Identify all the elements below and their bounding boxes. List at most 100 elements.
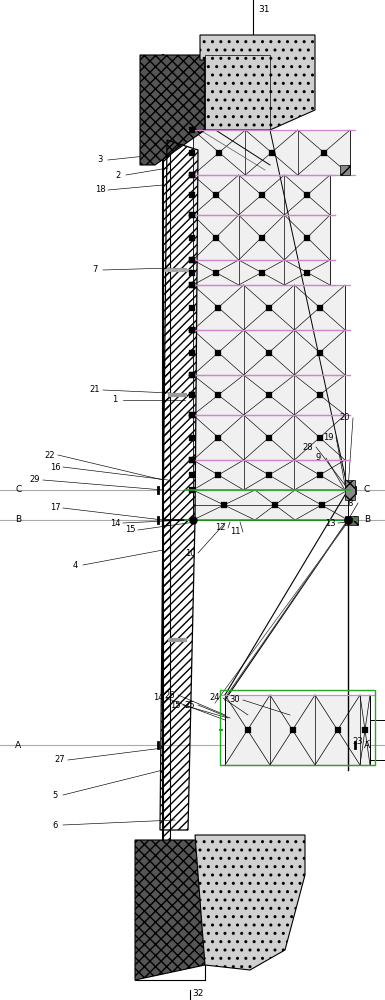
- Text: 19: 19: [323, 432, 333, 442]
- Bar: [370, 720, 385, 760]
- Text: 12: 12: [215, 524, 225, 532]
- Bar: [189, 172, 195, 178]
- Bar: [189, 257, 195, 263]
- Bar: [215, 434, 221, 440]
- Bar: [321, 149, 327, 155]
- Polygon shape: [345, 516, 358, 525]
- Bar: [272, 502, 278, 508]
- Bar: [189, 472, 195, 478]
- Text: 24: 24: [210, 694, 220, 702]
- Bar: [216, 149, 222, 155]
- Bar: [290, 727, 296, 733]
- Text: 23: 23: [353, 738, 363, 746]
- Bar: [266, 350, 272, 356]
- Text: 26: 26: [165, 690, 175, 700]
- Bar: [189, 212, 195, 218]
- Text: 28: 28: [303, 442, 313, 452]
- Bar: [225, 695, 370, 765]
- Bar: [189, 257, 195, 263]
- Bar: [317, 350, 323, 356]
- Bar: [266, 392, 272, 398]
- Text: 18: 18: [95, 186, 105, 194]
- Bar: [189, 457, 195, 463]
- Bar: [193, 415, 345, 460]
- Bar: [213, 192, 219, 198]
- Bar: [189, 372, 195, 378]
- Text: 3: 3: [97, 155, 103, 164]
- Text: 27: 27: [55, 756, 65, 764]
- Bar: [335, 727, 340, 733]
- Bar: [189, 350, 195, 356]
- Bar: [193, 375, 345, 415]
- Text: 30: 30: [230, 696, 240, 704]
- Text: 16: 16: [50, 462, 60, 472]
- Text: 15: 15: [170, 700, 180, 710]
- Text: 4: 4: [72, 560, 78, 570]
- Polygon shape: [195, 835, 305, 970]
- Bar: [215, 304, 221, 310]
- Bar: [193, 175, 330, 215]
- Polygon shape: [345, 480, 355, 500]
- Bar: [189, 327, 195, 333]
- Bar: [189, 269, 195, 275]
- Bar: [258, 269, 264, 275]
- Text: 21: 21: [90, 385, 100, 394]
- Text: B: B: [15, 516, 21, 524]
- Bar: [189, 149, 195, 155]
- Bar: [189, 487, 195, 493]
- Bar: [268, 149, 275, 155]
- Text: 14: 14: [110, 518, 120, 528]
- Bar: [193, 330, 345, 375]
- Bar: [193, 285, 345, 330]
- Bar: [304, 269, 310, 275]
- Bar: [362, 727, 368, 733]
- Bar: [213, 234, 219, 240]
- Bar: [189, 172, 195, 178]
- Text: 9: 9: [315, 454, 321, 462]
- Bar: [215, 392, 221, 398]
- Polygon shape: [200, 35, 315, 130]
- Text: 22: 22: [45, 450, 55, 460]
- Polygon shape: [340, 165, 350, 175]
- Bar: [189, 327, 195, 333]
- Text: 7: 7: [92, 265, 98, 274]
- Bar: [189, 412, 195, 418]
- Text: 32: 32: [192, 988, 203, 998]
- Bar: [317, 304, 323, 310]
- Bar: [189, 304, 195, 310]
- Bar: [220, 690, 375, 765]
- Bar: [317, 392, 323, 398]
- Bar: [258, 192, 264, 198]
- Text: A: A: [364, 740, 370, 750]
- Text: 20: 20: [340, 414, 350, 422]
- Bar: [193, 260, 330, 285]
- Bar: [318, 502, 325, 508]
- Bar: [317, 472, 323, 478]
- Text: 17: 17: [50, 504, 60, 512]
- Bar: [215, 472, 221, 478]
- Bar: [266, 472, 272, 478]
- Bar: [189, 192, 195, 198]
- Bar: [215, 350, 221, 356]
- Text: 15: 15: [125, 526, 135, 534]
- Text: A: A: [15, 740, 21, 750]
- Bar: [244, 727, 251, 733]
- Bar: [193, 460, 345, 490]
- Text: 29: 29: [30, 476, 40, 485]
- Text: 13: 13: [325, 518, 335, 528]
- Bar: [266, 434, 272, 440]
- Bar: [189, 282, 195, 288]
- Bar: [189, 372, 195, 378]
- Bar: [221, 502, 227, 508]
- Bar: [213, 269, 219, 275]
- Bar: [189, 457, 195, 463]
- Bar: [189, 212, 195, 218]
- Text: 14: 14: [153, 694, 163, 702]
- Bar: [193, 490, 348, 520]
- Bar: [258, 234, 264, 240]
- Text: C: C: [15, 486, 21, 494]
- Text: C: C: [364, 486, 370, 494]
- Bar: [189, 282, 195, 288]
- Text: 5: 5: [52, 790, 58, 800]
- Text: 8: 8: [347, 498, 353, 508]
